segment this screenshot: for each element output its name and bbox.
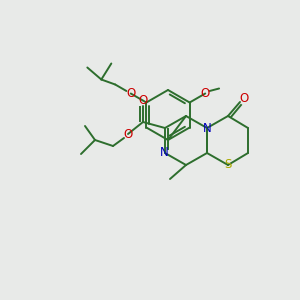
Text: S: S: [224, 158, 232, 172]
Text: O: O: [126, 87, 135, 100]
Text: O: O: [123, 128, 133, 140]
Text: O: O: [138, 94, 148, 106]
Text: N: N: [202, 122, 211, 134]
Text: N: N: [160, 146, 168, 160]
Text: O: O: [239, 92, 249, 104]
Text: O: O: [201, 87, 210, 100]
